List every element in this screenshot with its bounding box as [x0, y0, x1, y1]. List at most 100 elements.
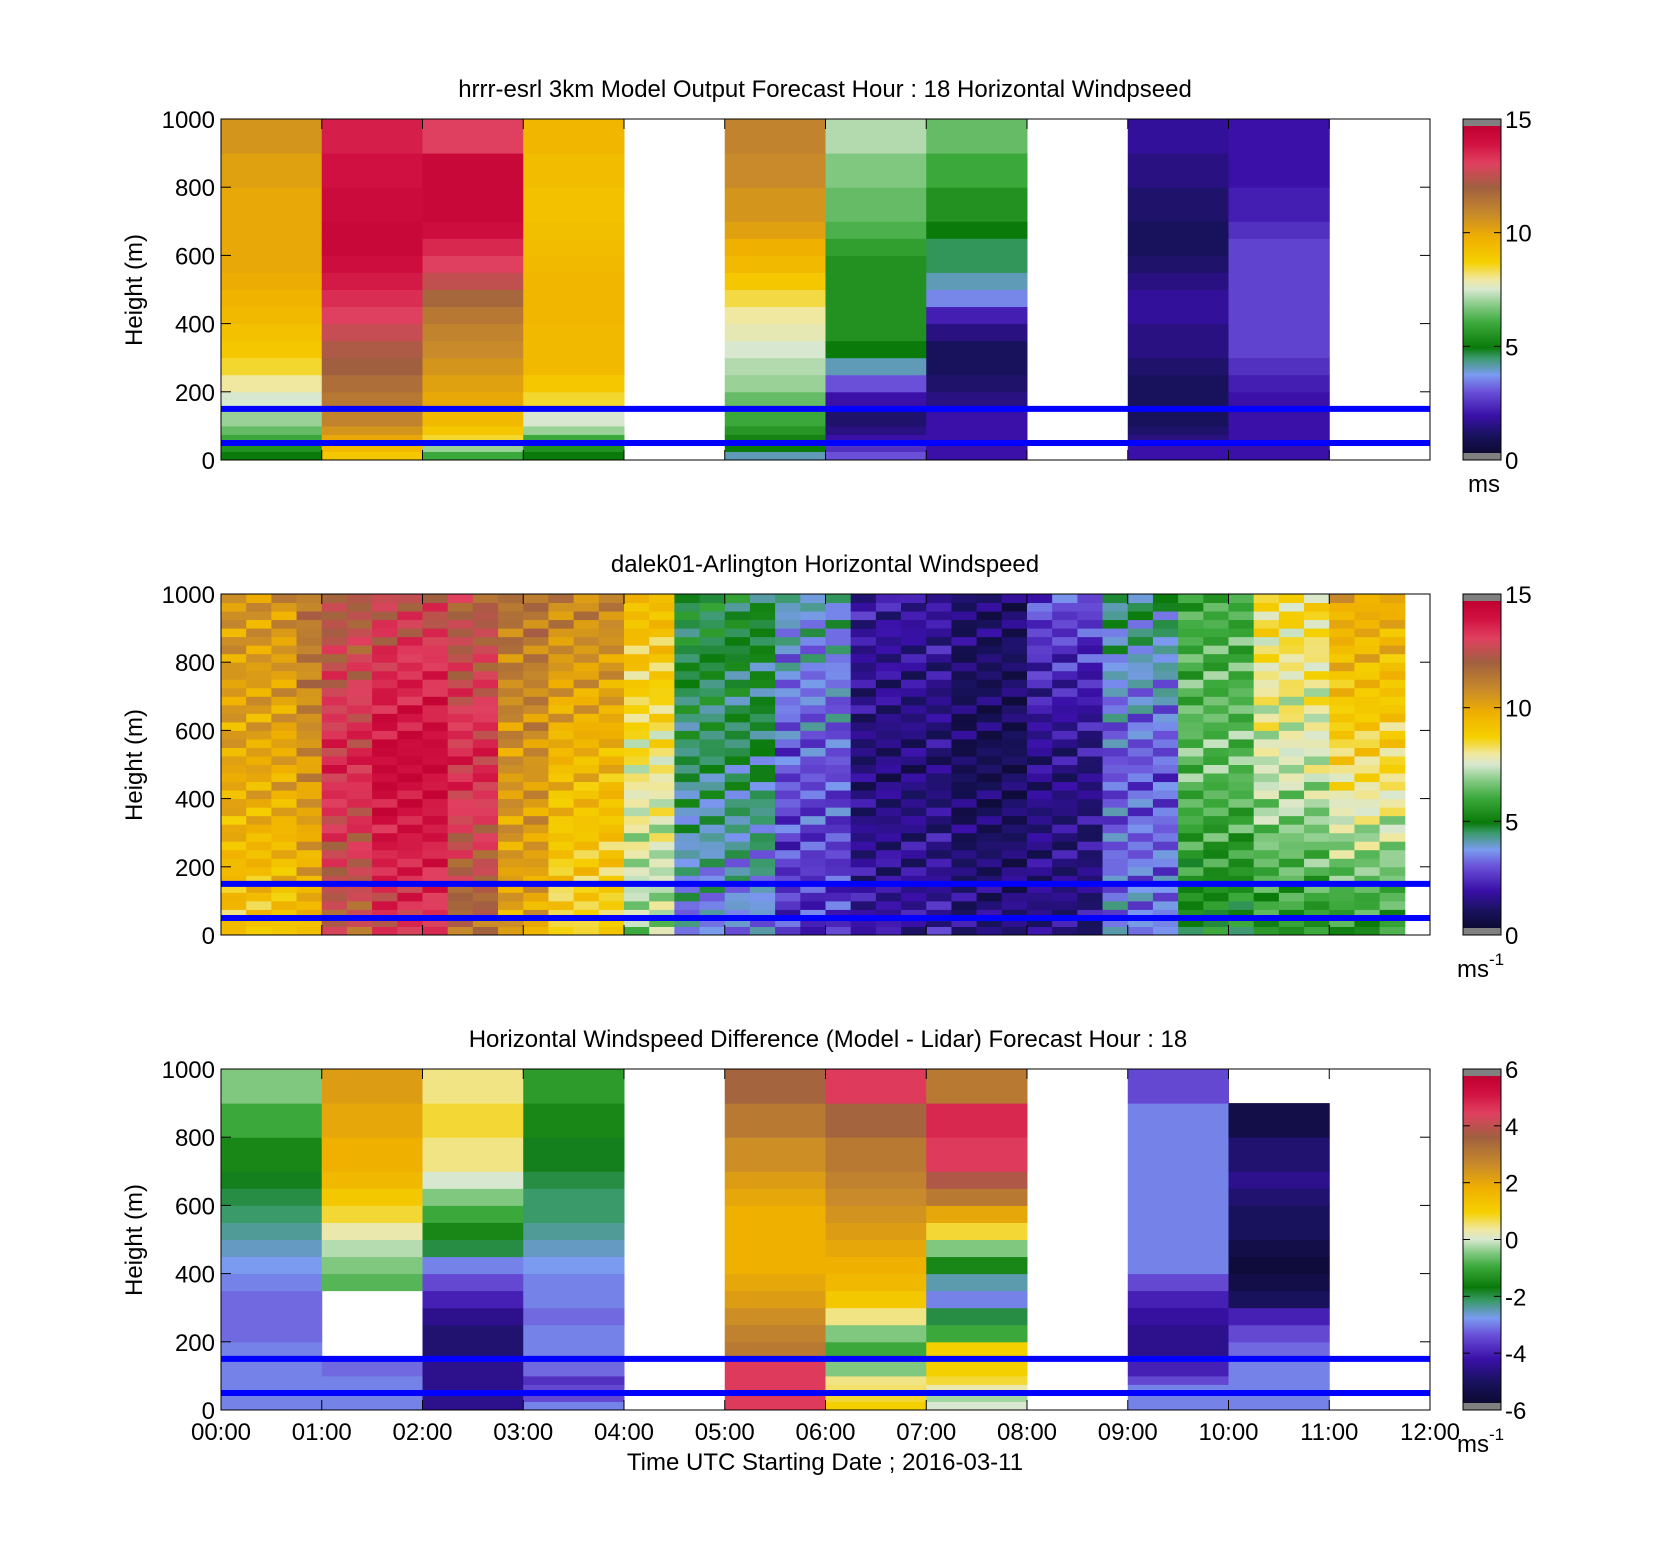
heatmap-cell: [598, 900, 625, 910]
heatmap-cell: [1278, 696, 1305, 706]
heatmap-cell: [825, 636, 852, 646]
heatmap-cell: [926, 858, 952, 868]
heatmap-cell: [1304, 636, 1330, 646]
heatmap-cell: [724, 602, 751, 612]
heatmap-cell: [472, 619, 499, 629]
heatmap-cell: [875, 807, 902, 817]
heatmap-cell: [573, 900, 600, 910]
heatmap-cell: [598, 926, 625, 936]
heatmap-cell: [321, 1384, 423, 1394]
heatmap-cell: [1228, 323, 1330, 342]
heatmap-cell: [548, 696, 575, 706]
heatmap-cell: [523, 611, 549, 621]
heatmap-cell: [825, 340, 927, 359]
heatmap-cell: [674, 764, 701, 774]
heatmap-cell: [749, 807, 776, 817]
heatmap-cell: [825, 1103, 927, 1138]
heatmap-cell: [1253, 713, 1280, 723]
heatmap-cell: [346, 909, 373, 919]
heatmap-cell: [447, 602, 474, 612]
heatmap-cell: [1152, 611, 1179, 621]
heatmap-cell: [598, 679, 625, 689]
heatmap-cell: [976, 849, 1003, 859]
heatmap-cell: [674, 909, 701, 919]
heatmap-cell: [624, 841, 650, 851]
heatmap-cell: [1001, 773, 1028, 783]
heatmap-cell: [825, 1341, 927, 1360]
y-tick-label: 800: [175, 650, 215, 677]
heatmap-cell: [321, 602, 348, 612]
heatmap-cell: [1127, 713, 1154, 723]
heatmap-cell: [1001, 790, 1028, 800]
heatmap-cell: [825, 408, 927, 427]
heatmap-cell: [1077, 670, 1104, 680]
heatmap-cell: [1127, 628, 1154, 638]
heatmap-cell: [1228, 451, 1330, 461]
heatmap-cell: [1127, 653, 1154, 663]
heatmap-cell: [523, 323, 625, 342]
heatmap-cell: [1278, 798, 1305, 808]
heatmap-cell: [926, 451, 1028, 461]
heatmap-cell: [1077, 773, 1104, 783]
heatmap-cell: [221, 323, 323, 342]
heatmap-cell: [1102, 730, 1129, 740]
y-tick-label: 400: [175, 787, 215, 814]
heatmap-cell: [649, 883, 675, 893]
heatmap-cell: [221, 883, 247, 893]
heatmap-cell: [1278, 687, 1305, 697]
heatmap-cell: [1203, 849, 1229, 859]
heatmap-cell: [699, 841, 726, 851]
heatmap-cell: [1052, 790, 1078, 800]
heatmap-cell: [1354, 679, 1381, 689]
heatmap-cell: [649, 619, 675, 629]
heatmap-cell: [1077, 645, 1104, 655]
heatmap-cell: [422, 289, 524, 308]
heatmap-cell: [221, 858, 247, 868]
heatmap-cell: [271, 841, 298, 851]
heatmap-cell: [1228, 909, 1255, 919]
heatmap-cell: [1304, 628, 1330, 638]
heatmap-cell: [724, 1290, 826, 1309]
heatmap-cell: [1228, 1401, 1330, 1411]
heatmap-cell: [850, 764, 877, 774]
heatmap-cell: [825, 1273, 927, 1292]
heatmap-cell: [271, 755, 298, 765]
heatmap-cell: [1203, 875, 1229, 885]
heatmap-cell: [901, 730, 927, 740]
heatmap-cell: [1228, 926, 1255, 936]
heatmap-cell: [573, 628, 600, 638]
heatmap-cell: [1027, 670, 1053, 680]
heatmap-cell: [1329, 679, 1355, 689]
heatmap-cell: [422, 790, 449, 800]
heatmap-cell: [1329, 815, 1355, 825]
heatmap-cell: [825, 670, 852, 680]
heatmap-cell: [1127, 841, 1154, 851]
heatmap-cell: [775, 747, 801, 757]
heatmap-cell: [548, 730, 575, 740]
heatmap-cell: [397, 798, 423, 808]
heatmap-cell: [724, 221, 826, 239]
heatmap-cell: [271, 645, 298, 655]
heatmap-cell: [699, 662, 726, 672]
heatmap-cell: [1077, 594, 1104, 604]
heatmap-cell: [951, 645, 978, 655]
heatmap-cell: [1203, 926, 1229, 936]
heatmap-cell: [523, 1069, 625, 1104]
heatmap-cell: [523, 391, 625, 410]
heatmap-cell: [976, 773, 1003, 783]
heatmap-cell: [523, 815, 549, 825]
heatmap-cell: [598, 653, 625, 663]
heatmap-cell: [976, 738, 1003, 748]
heatmap-cell: [850, 781, 877, 791]
heatmap-cell: [1027, 781, 1053, 791]
heatmap-cell: [800, 917, 826, 927]
heatmap-cell: [926, 713, 952, 723]
heatmap-cell: [372, 790, 398, 800]
heatmap-cell: [498, 832, 524, 842]
heatmap-cell: [397, 807, 423, 817]
heatmap-cell: [649, 790, 675, 800]
heatmap-cell: [1304, 875, 1330, 885]
heatmap-cell: [926, 696, 952, 706]
heatmap-cell: [346, 773, 373, 783]
heatmap-cell: [875, 636, 902, 646]
